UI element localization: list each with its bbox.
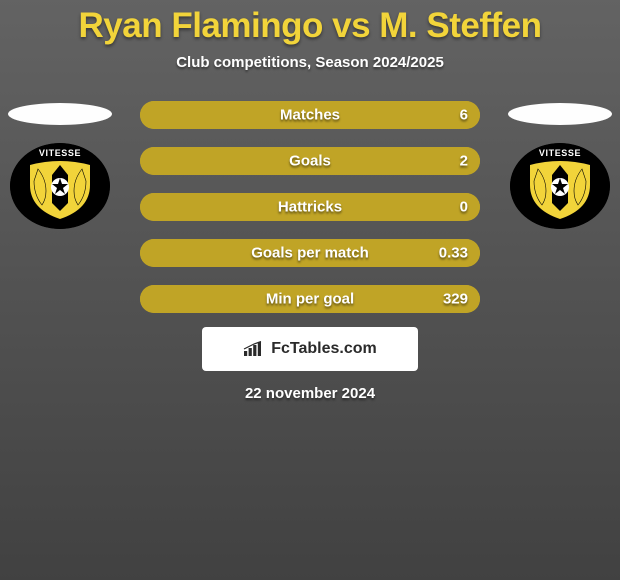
player-left-column: VITESSE	[0, 71, 120, 229]
branding-badge: FcTables.com	[202, 327, 418, 371]
content-root: Ryan Flamingo vs M. Steffen Club competi…	[0, 0, 620, 580]
player-right-platform	[508, 103, 612, 125]
player-right-crest: VITESSE	[510, 143, 610, 229]
stat-bar-min-per-goal: Min per goal 329	[140, 285, 480, 313]
stat-bar-fill	[140, 147, 480, 175]
generation-date: 22 november 2024	[0, 385, 620, 402]
player-left-platform	[8, 103, 112, 125]
stat-bar-fill	[140, 193, 480, 221]
branding-text: FcTables.com	[271, 340, 377, 358]
stat-bar-matches: Matches 6	[140, 101, 480, 129]
shield-icon	[524, 157, 596, 221]
page-title: Ryan Flamingo vs M. Steffen	[79, 6, 542, 46]
stat-bars: Matches 6 Goals 2 Hattricks 0 Goals per …	[140, 101, 480, 313]
stat-bar-fill	[140, 101, 480, 129]
page-subtitle: Club competitions, Season 2024/2025	[176, 54, 444, 71]
shield-icon	[24, 157, 96, 221]
bar-chart-icon	[243, 341, 265, 357]
stat-bar-fill	[140, 239, 480, 267]
stat-bar-fill	[140, 285, 480, 313]
stat-bar-goals-per-match: Goals per match 0.33	[140, 239, 480, 267]
stat-bar-hattricks: Hattricks 0	[140, 193, 480, 221]
player-right-column: VITESSE	[500, 71, 620, 229]
crest-left-inner: VITESSE	[10, 143, 110, 229]
player-left-crest: VITESSE	[10, 143, 110, 229]
comparison-stage: VITESSE VITESSE	[0, 71, 620, 580]
crest-right-inner: VITESSE	[510, 143, 610, 229]
stat-bar-goals: Goals 2	[140, 147, 480, 175]
